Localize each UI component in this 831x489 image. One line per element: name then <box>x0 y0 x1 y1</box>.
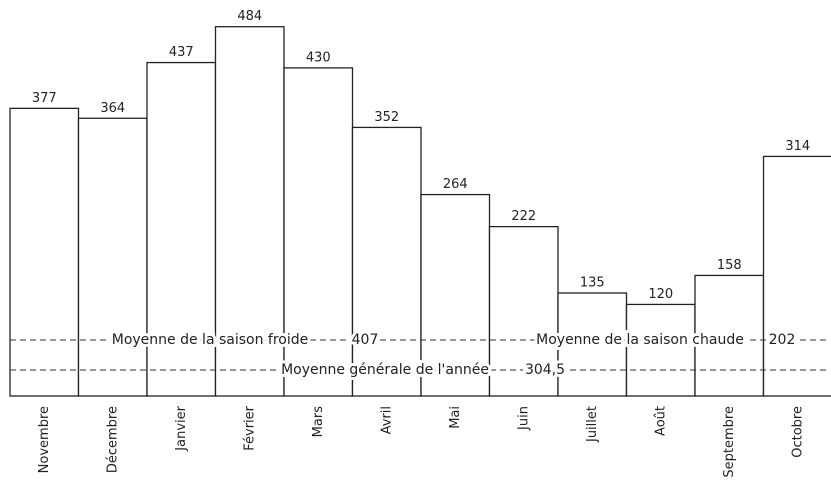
value-label: 120 <box>648 287 673 302</box>
x-tick-label: Avril <box>379 406 394 434</box>
annotation-text: Moyenne de la saison froide <box>112 332 309 348</box>
bar <box>557 292 628 397</box>
bar <box>694 274 765 397</box>
bar <box>77 117 148 397</box>
bar <box>762 155 831 397</box>
x-tick-label: Juillet <box>585 406 600 443</box>
x-tick-label: Août <box>653 406 668 436</box>
bar <box>9 107 80 397</box>
value-label: 314 <box>785 139 810 154</box>
x-tick-label: Septembre <box>722 406 737 478</box>
x-tick-label: Mai <box>448 406 463 429</box>
x-tick-label: Mars <box>311 406 326 438</box>
annotations: Moyenne de la saison froide 407 Moyenne de… <box>10 329 828 381</box>
value-label: 430 <box>306 50 331 65</box>
x-tick-label: Octobre <box>790 406 805 458</box>
x-tick-label: Février <box>242 405 257 450</box>
x-tick-label: Novembre <box>37 406 52 473</box>
value-label: 484 <box>237 9 262 24</box>
value-label: 222 <box>511 209 536 224</box>
value-label: 158 <box>717 258 742 273</box>
bar <box>351 126 422 397</box>
bar <box>283 67 354 397</box>
annotation-text: Moyenne générale de l'année <box>281 362 489 378</box>
annotation-value: 202 <box>769 332 796 348</box>
x-tick-label: Janvier <box>174 405 189 451</box>
annotation-value: 407 <box>352 332 379 348</box>
annotation-text: Moyenne de la saison chaude <box>536 332 744 348</box>
bar <box>420 193 491 397</box>
value-label: 352 <box>374 110 399 125</box>
value-label: 377 <box>32 91 57 106</box>
x-tick-label: Décembre <box>105 406 120 473</box>
value-label: 364 <box>100 101 125 116</box>
bar <box>625 303 696 397</box>
value-label: 135 <box>580 275 605 290</box>
value-label: 437 <box>169 45 194 60</box>
x-tick-label: Juin <box>516 406 531 431</box>
value-label: 264 <box>443 177 468 192</box>
annotation-value: 304,5 <box>525 362 565 378</box>
bar <box>488 225 559 397</box>
